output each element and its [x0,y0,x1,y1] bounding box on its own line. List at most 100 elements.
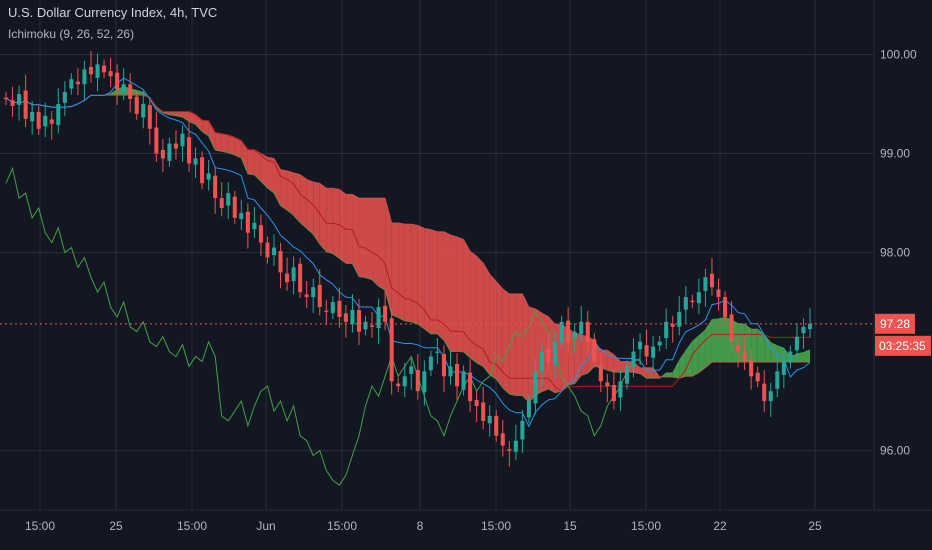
candle [409,357,414,390]
kumo-segment-bearish [208,120,216,151]
x-tick-label: Jun [256,519,275,533]
candle [775,355,780,398]
candle [546,333,551,370]
kumo-segment-bearish [339,189,346,264]
kumo-segment-bearish [365,198,373,280]
candle [206,159,211,191]
x-tick-label: 22 [713,519,727,533]
candle [592,333,597,368]
kumo-segment-bearish [568,328,575,386]
kumo-segment-bearish [378,198,386,290]
candle [736,336,741,368]
candle [624,360,630,390]
candle [324,299,329,326]
kumo-segment-bearish [189,111,196,125]
kumo-segment-bullish [796,352,804,363]
price-tags: 97.28 03:25:35 [875,313,931,356]
kumo-segment-bearish [319,183,327,252]
candle [265,236,270,264]
candle [232,190,237,224]
candle [755,366,760,388]
kumo-segment-bearish [202,120,209,136]
candle [428,350,433,377]
kumo-segment-bearish [372,198,379,287]
candle [147,96,152,145]
kumo-segment-bullish [744,324,752,363]
candle [500,419,505,457]
candle [611,369,616,410]
candle [271,234,277,266]
kumo-segment-bearish [483,263,490,375]
kumo-segment-bearish [398,222,405,321]
candle [781,350,786,389]
kumo-segment-bullish [692,335,699,377]
candle [559,315,564,349]
chart-title: U.S. Dollar Currency Index, 4h, TVC [8,5,218,20]
candle [121,68,126,100]
candle [200,151,205,190]
candle [474,391,479,422]
kumo-segment-bullish [751,329,758,363]
kumo-segment-bearish [411,224,418,325]
candle [422,360,427,406]
x-tick-label: 25 [808,519,822,533]
kumo-segment-bullish [803,349,810,363]
kumo-segment-bullish [685,341,693,377]
candle [454,353,460,400]
countdown-tag: 03:25:35 [875,335,931,356]
kumo-segment-bullish [738,323,745,363]
time-axis[interactable]: 15:00 25 15:00 Jun 15:00 8 15:00 15 15:00 22 25 [25,519,822,533]
indicator-legend[interactable]: Ichimoku (9, 26, 52, 26) [8,27,135,41]
candle [644,329,649,365]
candle [285,257,290,291]
x-tick-label: 15:00 [25,519,55,533]
candle [690,294,695,308]
y-tick-label: 98.00 [880,246,910,260]
candle [356,299,362,346]
candle [239,199,244,230]
candle [252,206,257,238]
kumo-segment-bearish [215,132,222,152]
candle [62,81,67,117]
kumo-segment-bearish [574,332,582,384]
candle [598,351,603,393]
y-tick-label: 96.00 [880,444,910,458]
kumo-segment-bearish [443,231,451,352]
candle [572,323,577,354]
candle [788,345,793,369]
candle [173,130,178,160]
candle [716,278,721,311]
chikou-span-line [5,166,641,486]
kumo-segment-bearish [391,222,399,318]
candle [213,167,218,214]
candle [304,281,309,308]
kumo-segment-bearish [385,198,392,315]
candle [56,88,61,134]
price-axis[interactable]: 100.00 99.00 98.00 96.00 [880,47,917,457]
kumo-segment-bearish [496,281,503,388]
tenkan-sen-line [5,77,811,428]
candle [703,268,708,307]
candle [402,362,407,398]
x-tick-label: 8 [417,519,424,533]
candle [160,139,165,172]
candle [585,310,590,356]
ichimoku-lines [5,77,811,486]
candle [553,330,558,379]
candle [363,315,368,336]
candle [435,338,440,364]
candle [487,405,492,437]
candle [245,203,250,249]
candle [533,357,538,415]
candle [794,323,799,362]
kumo-segment-bearish [646,367,654,379]
candle [605,374,610,403]
kumo-segment-bullish [718,317,726,363]
candle [193,147,198,178]
kumo-segment-bearish [457,237,464,352]
kumo-segment-bearish [404,224,412,322]
kumo-segment-bearish [228,135,235,156]
kumo-segment-bearish [254,149,261,182]
kumo-segment-bearish [542,313,549,392]
